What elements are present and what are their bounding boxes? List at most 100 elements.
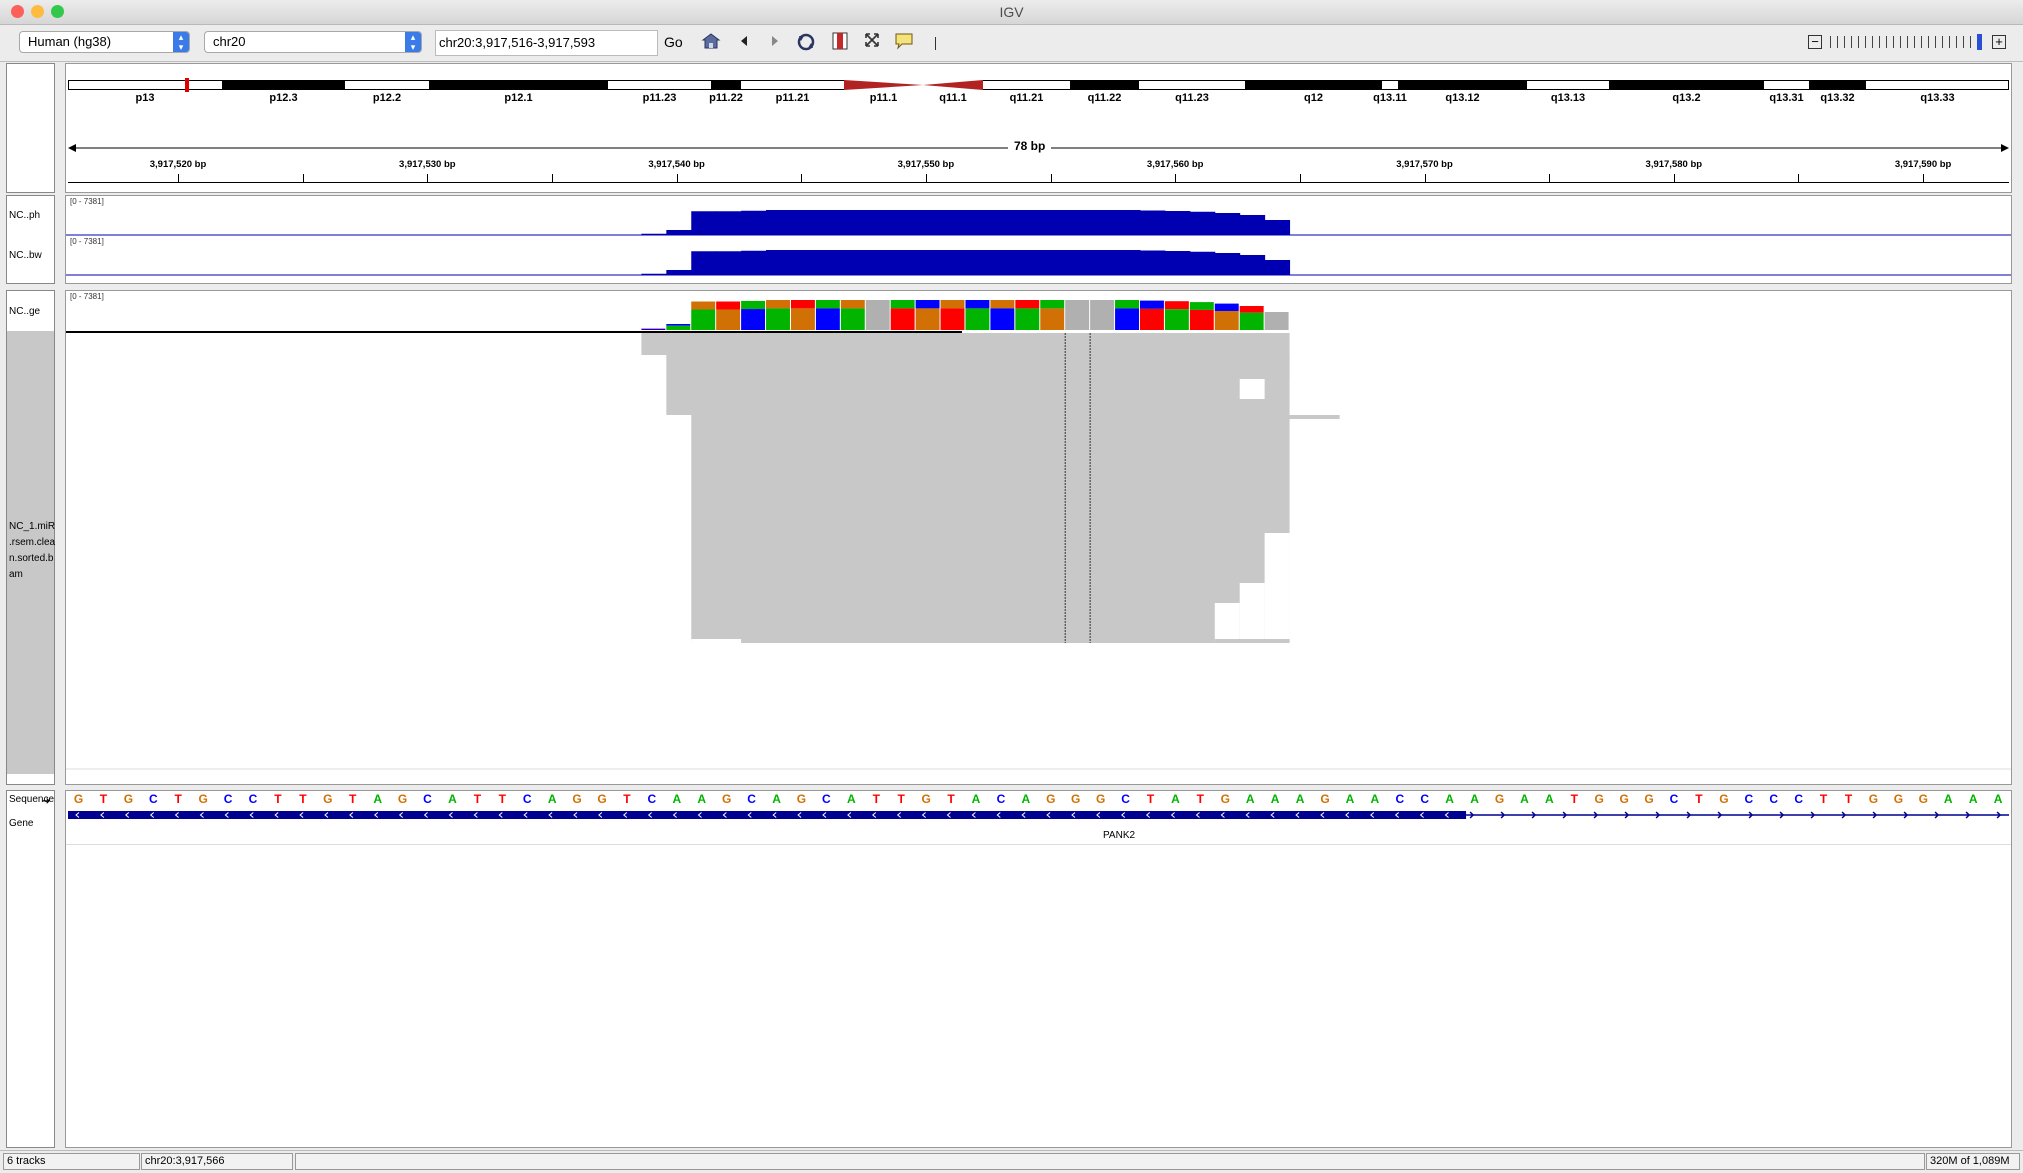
allele-bar[interactable] bbox=[965, 300, 989, 330]
coverage-bar[interactable] bbox=[766, 210, 791, 235]
coverage-bar[interactable] bbox=[941, 250, 966, 275]
forward-icon[interactable] bbox=[764, 32, 786, 54]
alignment-reads-track[interactable] bbox=[66, 333, 2011, 773]
zoom-slider[interactable] bbox=[1830, 36, 1984, 48]
allele-bar[interactable] bbox=[1040, 300, 1064, 330]
track-name-coverage2[interactable]: NC..bw bbox=[9, 250, 42, 261]
allele-bar[interactable] bbox=[1090, 300, 1114, 330]
zoom-slider-thumb[interactable] bbox=[1977, 34, 1982, 50]
coverage-bar[interactable] bbox=[641, 274, 666, 275]
read-block[interactable] bbox=[1265, 355, 1290, 365]
coverage-bar[interactable] bbox=[816, 250, 841, 275]
allele-bar[interactable] bbox=[916, 300, 940, 330]
coverage-bar[interactable] bbox=[1140, 251, 1165, 276]
read-block[interactable] bbox=[641, 333, 1289, 355]
coverage-bar[interactable] bbox=[666, 270, 691, 275]
allele-bar[interactable] bbox=[691, 302, 715, 331]
coverage-bar[interactable] bbox=[1265, 220, 1290, 235]
allele-bar[interactable] bbox=[1265, 312, 1289, 330]
coverage-bar[interactable] bbox=[741, 251, 766, 275]
coverage-bar[interactable] bbox=[816, 210, 841, 235]
coverage-bar[interactable] bbox=[741, 211, 766, 235]
genome-select[interactable]: Human (hg38) ▴▾ bbox=[19, 31, 190, 53]
coverage-bar[interactable] bbox=[1240, 215, 1265, 235]
allele-bar[interactable] bbox=[641, 329, 665, 331]
gene-track[interactable] bbox=[68, 809, 2009, 821]
coverage-bar[interactable] bbox=[766, 250, 791, 275]
coverage-bar[interactable] bbox=[965, 250, 990, 275]
go-button[interactable]: Go bbox=[664, 34, 683, 50]
coverage-bar[interactable] bbox=[691, 211, 716, 235]
coverage-bar[interactable] bbox=[916, 210, 941, 235]
coverage-bar[interactable] bbox=[866, 250, 891, 275]
allele-bar[interactable] bbox=[866, 300, 890, 330]
allele-bar[interactable] bbox=[1240, 306, 1264, 330]
track-name-coverage1[interactable]: NC..ph bbox=[9, 210, 40, 221]
coverage1-track[interactable] bbox=[66, 196, 2011, 236]
coverage-bar[interactable] bbox=[1240, 255, 1265, 275]
coverage-bar[interactable] bbox=[1040, 250, 1065, 275]
alignment-name-selected[interactable]: NC_1.miR .rsem.clea n.sorted.b am bbox=[7, 331, 54, 774]
zoom-out-button[interactable]: − bbox=[1808, 35, 1822, 49]
read-block[interactable] bbox=[666, 355, 1289, 415]
roi-icon[interactable] bbox=[829, 32, 851, 54]
allele-bar[interactable] bbox=[1190, 302, 1214, 330]
track-name-gene[interactable]: Gene bbox=[9, 818, 33, 829]
coverage-bar[interactable] bbox=[716, 251, 741, 275]
strand-arrow-icon[interactable]: ➜ bbox=[42, 796, 50, 807]
coverage-bar[interactable] bbox=[1015, 210, 1040, 235]
allele-bar[interactable] bbox=[1140, 301, 1164, 330]
allele-bar[interactable] bbox=[1215, 304, 1239, 330]
resize-icon[interactable] bbox=[861, 32, 883, 54]
coverage-bar[interactable] bbox=[1140, 211, 1165, 236]
alignment-coverage-track[interactable] bbox=[66, 291, 2011, 333]
allele-bar[interactable] bbox=[1015, 300, 1039, 330]
coverage-bar[interactable] bbox=[1165, 211, 1190, 235]
coverage-bar[interactable] bbox=[1190, 212, 1215, 235]
popup-text-icon[interactable] bbox=[893, 32, 915, 54]
allele-bar[interactable] bbox=[1115, 300, 1139, 330]
gene-label[interactable]: PANK2 bbox=[1103, 830, 1135, 841]
zoom-in-button[interactable]: + bbox=[1992, 35, 2006, 49]
coverage-bar[interactable] bbox=[990, 250, 1015, 275]
coverage-bar[interactable] bbox=[1065, 210, 1090, 235]
coverage-bar[interactable] bbox=[1215, 253, 1240, 275]
coverage-bar[interactable] bbox=[990, 210, 1015, 235]
back-icon[interactable] bbox=[733, 32, 755, 54]
locus-search-input[interactable]: chr20:3,917,516-3,917,593 bbox=[435, 30, 658, 56]
coverage-bar[interactable] bbox=[1165, 251, 1190, 275]
refresh-icon[interactable] bbox=[795, 32, 817, 54]
read-block[interactable] bbox=[691, 415, 1289, 643]
coverage-bar[interactable] bbox=[1215, 213, 1240, 235]
allele-bar[interactable] bbox=[791, 300, 815, 330]
allele-bar[interactable] bbox=[741, 301, 765, 330]
read-block[interactable] bbox=[1265, 365, 1290, 379]
coverage-bar[interactable] bbox=[866, 210, 891, 235]
allele-bar[interactable] bbox=[841, 300, 865, 330]
allele-bar[interactable] bbox=[716, 302, 740, 331]
coverage-bar[interactable] bbox=[1040, 210, 1065, 235]
coverage-bar[interactable] bbox=[1090, 250, 1115, 275]
coverage-bar[interactable] bbox=[841, 210, 866, 235]
allele-bar[interactable] bbox=[666, 324, 690, 330]
coverage-bar[interactable] bbox=[791, 210, 816, 235]
allele-bar[interactable] bbox=[1165, 301, 1189, 330]
coverage-bar[interactable] bbox=[791, 250, 816, 275]
coverage-bar[interactable] bbox=[1065, 250, 1090, 275]
coverage-bar[interactable] bbox=[965, 210, 990, 235]
coverage-bar[interactable] bbox=[841, 250, 866, 275]
coverage-bar[interactable] bbox=[691, 251, 716, 275]
allele-bar[interactable] bbox=[816, 300, 840, 330]
coverage-bar[interactable] bbox=[1115, 210, 1140, 235]
allele-bar[interactable] bbox=[990, 300, 1014, 330]
track-name-alignment-coverage[interactable]: NC..ge bbox=[9, 306, 40, 317]
allele-bar[interactable] bbox=[1065, 300, 1089, 330]
allele-bar[interactable] bbox=[766, 300, 790, 330]
coverage-bar[interactable] bbox=[666, 230, 691, 235]
coverage2-track[interactable] bbox=[66, 236, 2011, 276]
chromosome-select[interactable]: chr20 ▴▾ bbox=[204, 31, 422, 53]
coverage-bar[interactable] bbox=[1090, 210, 1115, 235]
